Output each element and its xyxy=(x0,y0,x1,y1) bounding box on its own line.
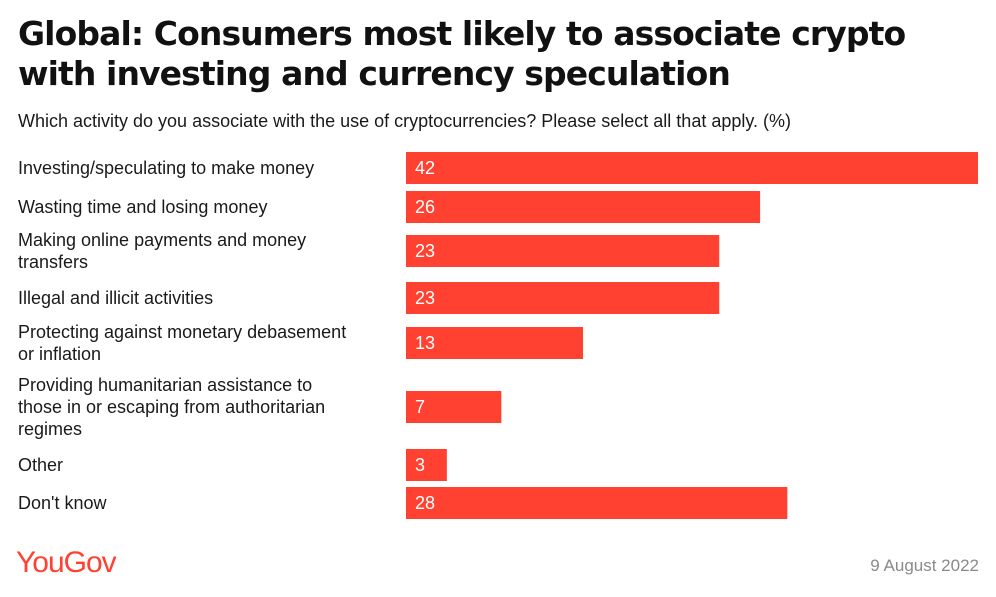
category-label: Providing humanitarian assistance to thos… xyxy=(18,375,325,439)
bar-value-label: 13 xyxy=(415,333,435,353)
bar-8 xyxy=(406,487,788,519)
chart-title: Global: Consumers most likely to associa… xyxy=(18,14,906,93)
bar-value-label: 23 xyxy=(415,241,435,261)
bar-value-label: 42 xyxy=(415,158,435,178)
category-label: Protecting against monetary debasement or… xyxy=(18,322,346,364)
bar-4 xyxy=(406,282,720,314)
bar-value-label: 7 xyxy=(415,397,425,417)
category-label: Wasting time and losing money xyxy=(18,197,267,217)
bar-value-label: 26 xyxy=(415,197,435,217)
bar-value-label: 23 xyxy=(415,288,435,308)
bar-value-label: 28 xyxy=(415,493,435,513)
category-label: Investing/speculating to make money xyxy=(18,158,314,178)
category-label: Other xyxy=(18,455,63,475)
bar-3 xyxy=(406,235,720,267)
bar-6 xyxy=(406,391,502,423)
bar-2 xyxy=(406,191,761,223)
bar-7 xyxy=(406,449,447,481)
yougov-logo: YouGov xyxy=(16,546,117,579)
chart-subtitle: Which activity do you associate with the… xyxy=(18,111,792,131)
publish-date: 9 August 2022 xyxy=(870,556,979,575)
category-label: Illegal and illicit activities xyxy=(18,288,213,308)
bar-value-label: 3 xyxy=(415,455,425,475)
bar-1 xyxy=(406,152,978,184)
category-label: Making online payments and money transfer… xyxy=(18,230,306,272)
bar-5 xyxy=(406,327,584,359)
category-label: Don't know xyxy=(18,493,107,513)
